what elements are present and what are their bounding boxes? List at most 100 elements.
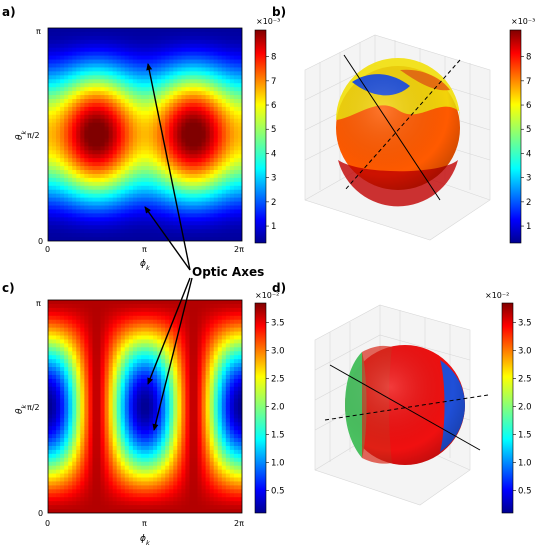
- heatmap-cell: [217, 497, 223, 502]
- heatmap-cell: [120, 363, 126, 368]
- heatmap-cell: [181, 430, 187, 435]
- heatmap-cell: [128, 237, 134, 241]
- heatmap-cell: [96, 118, 102, 124]
- heatmap-cell: [68, 122, 73, 128]
- heatmap-cell: [104, 311, 110, 317]
- heatmap-cell: [48, 209, 53, 214]
- heatmap-cell: [104, 209, 110, 214]
- heatmap-cell: [80, 465, 85, 471]
- heatmap-cell: [229, 59, 235, 65]
- heatmap-cell: [128, 327, 134, 333]
- heatmap-cell: [149, 382, 154, 388]
- heatmap-cell: [185, 177, 191, 183]
- heatmap-cell: [132, 39, 138, 45]
- heatmap-cell: [181, 343, 187, 348]
- heatmap-cell: [153, 347, 158, 352]
- heatmap-cell: [209, 237, 215, 241]
- heatmap-cell: [120, 67, 126, 72]
- heatmap-cell: [213, 31, 219, 37]
- heatmap-cell: [56, 410, 61, 415]
- heatmap-cell: [52, 217, 57, 222]
- heatmap-cell: [56, 327, 61, 333]
- heatmap-cell: [100, 67, 106, 72]
- heatmap-cell: [56, 477, 61, 483]
- heatmap-cell: [104, 118, 110, 124]
- heatmap-cell: [128, 394, 134, 400]
- heatmap-cell: [225, 43, 231, 49]
- heatmap-cell: [197, 170, 203, 175]
- heatmap-cell: [80, 390, 85, 396]
- heatmap-cell: [96, 193, 102, 199]
- heatmap-cell: [161, 501, 166, 506]
- heatmap-cell: [209, 209, 215, 214]
- heatmap-cell: [145, 438, 150, 443]
- heatmap-cell: [136, 197, 142, 203]
- heatmap-cell: [112, 233, 118, 238]
- heatmap-cell: [177, 501, 182, 506]
- heatmap-cell: [96, 185, 102, 191]
- heatmap-cell: [120, 162, 126, 167]
- heatmap-cell: [233, 162, 239, 167]
- heatmap-cell: [237, 99, 242, 104]
- heatmap-cell: [237, 138, 242, 143]
- heatmap-cell: [189, 477, 195, 483]
- heatmap-cell: [185, 71, 191, 76]
- heatmap-cell: [64, 343, 69, 348]
- heatmap-cell: [48, 359, 53, 364]
- heatmap-cell: [181, 438, 187, 443]
- heatmap-cell: [120, 493, 126, 498]
- heatmap-cell: [60, 193, 65, 199]
- heatmap-cell: [165, 327, 170, 333]
- heatmap-cell: [217, 461, 223, 467]
- heatmap-cell: [145, 477, 150, 483]
- heatmap-cell: [185, 382, 191, 388]
- heatmap-cell: [72, 189, 77, 195]
- heatmap-cell: [72, 197, 77, 203]
- heatmap-cell: [217, 442, 223, 447]
- heatmap-cell: [128, 95, 134, 100]
- heatmap-cell: [221, 323, 227, 329]
- heatmap-cell: [56, 378, 61, 384]
- heatmap-cell: [80, 473, 85, 479]
- heatmap-cell: [169, 31, 174, 37]
- heatmap-cell: [108, 126, 114, 132]
- heatmap-cell: [229, 237, 235, 241]
- heatmap-cell: [60, 134, 65, 140]
- heatmap-cell: [221, 355, 227, 360]
- heatmap-cell: [96, 39, 102, 45]
- heatmap-cell: [100, 213, 106, 218]
- heatmap-cell: [193, 221, 199, 226]
- heatmap-cell: [233, 237, 239, 241]
- heatmap-cell: [237, 63, 242, 69]
- heatmap-cell: [56, 79, 61, 84]
- heatmap-cell: [80, 158, 85, 163]
- heatmap-cell: [177, 59, 182, 65]
- heatmap-cell: [104, 374, 110, 380]
- heatmap-cell: [84, 327, 90, 333]
- heatmap-cell: [52, 43, 57, 49]
- heatmap-cell: [177, 311, 182, 317]
- heatmap-cell: [237, 158, 242, 163]
- heatmap-cell: [201, 497, 207, 502]
- heatmap-cell: [233, 142, 239, 147]
- heatmap-cell: [68, 386, 73, 392]
- heatmap-cell: [100, 79, 106, 84]
- heatmap-cell: [157, 134, 162, 140]
- heatmap-cell: [177, 481, 182, 486]
- heatmap-cell: [68, 465, 73, 471]
- heatmap-cell: [124, 162, 130, 167]
- heatmap-cell: [72, 315, 77, 321]
- heatmap-cell: [96, 177, 102, 183]
- heatmap-cell: [193, 95, 199, 100]
- heatmap-cell: [72, 505, 77, 510]
- heatmap-cell: [189, 237, 195, 241]
- heatmap-cell: [72, 485, 77, 490]
- heatmap-cell: [181, 197, 187, 203]
- heatmap-cell: [56, 181, 61, 187]
- heatmap-cell: [64, 213, 69, 218]
- heatmap-cell: [145, 35, 150, 41]
- heatmap-cell: [157, 99, 162, 104]
- heatmap-cell: [124, 138, 130, 143]
- heatmap-cell: [56, 189, 61, 195]
- heatmap-cell: [140, 418, 146, 423]
